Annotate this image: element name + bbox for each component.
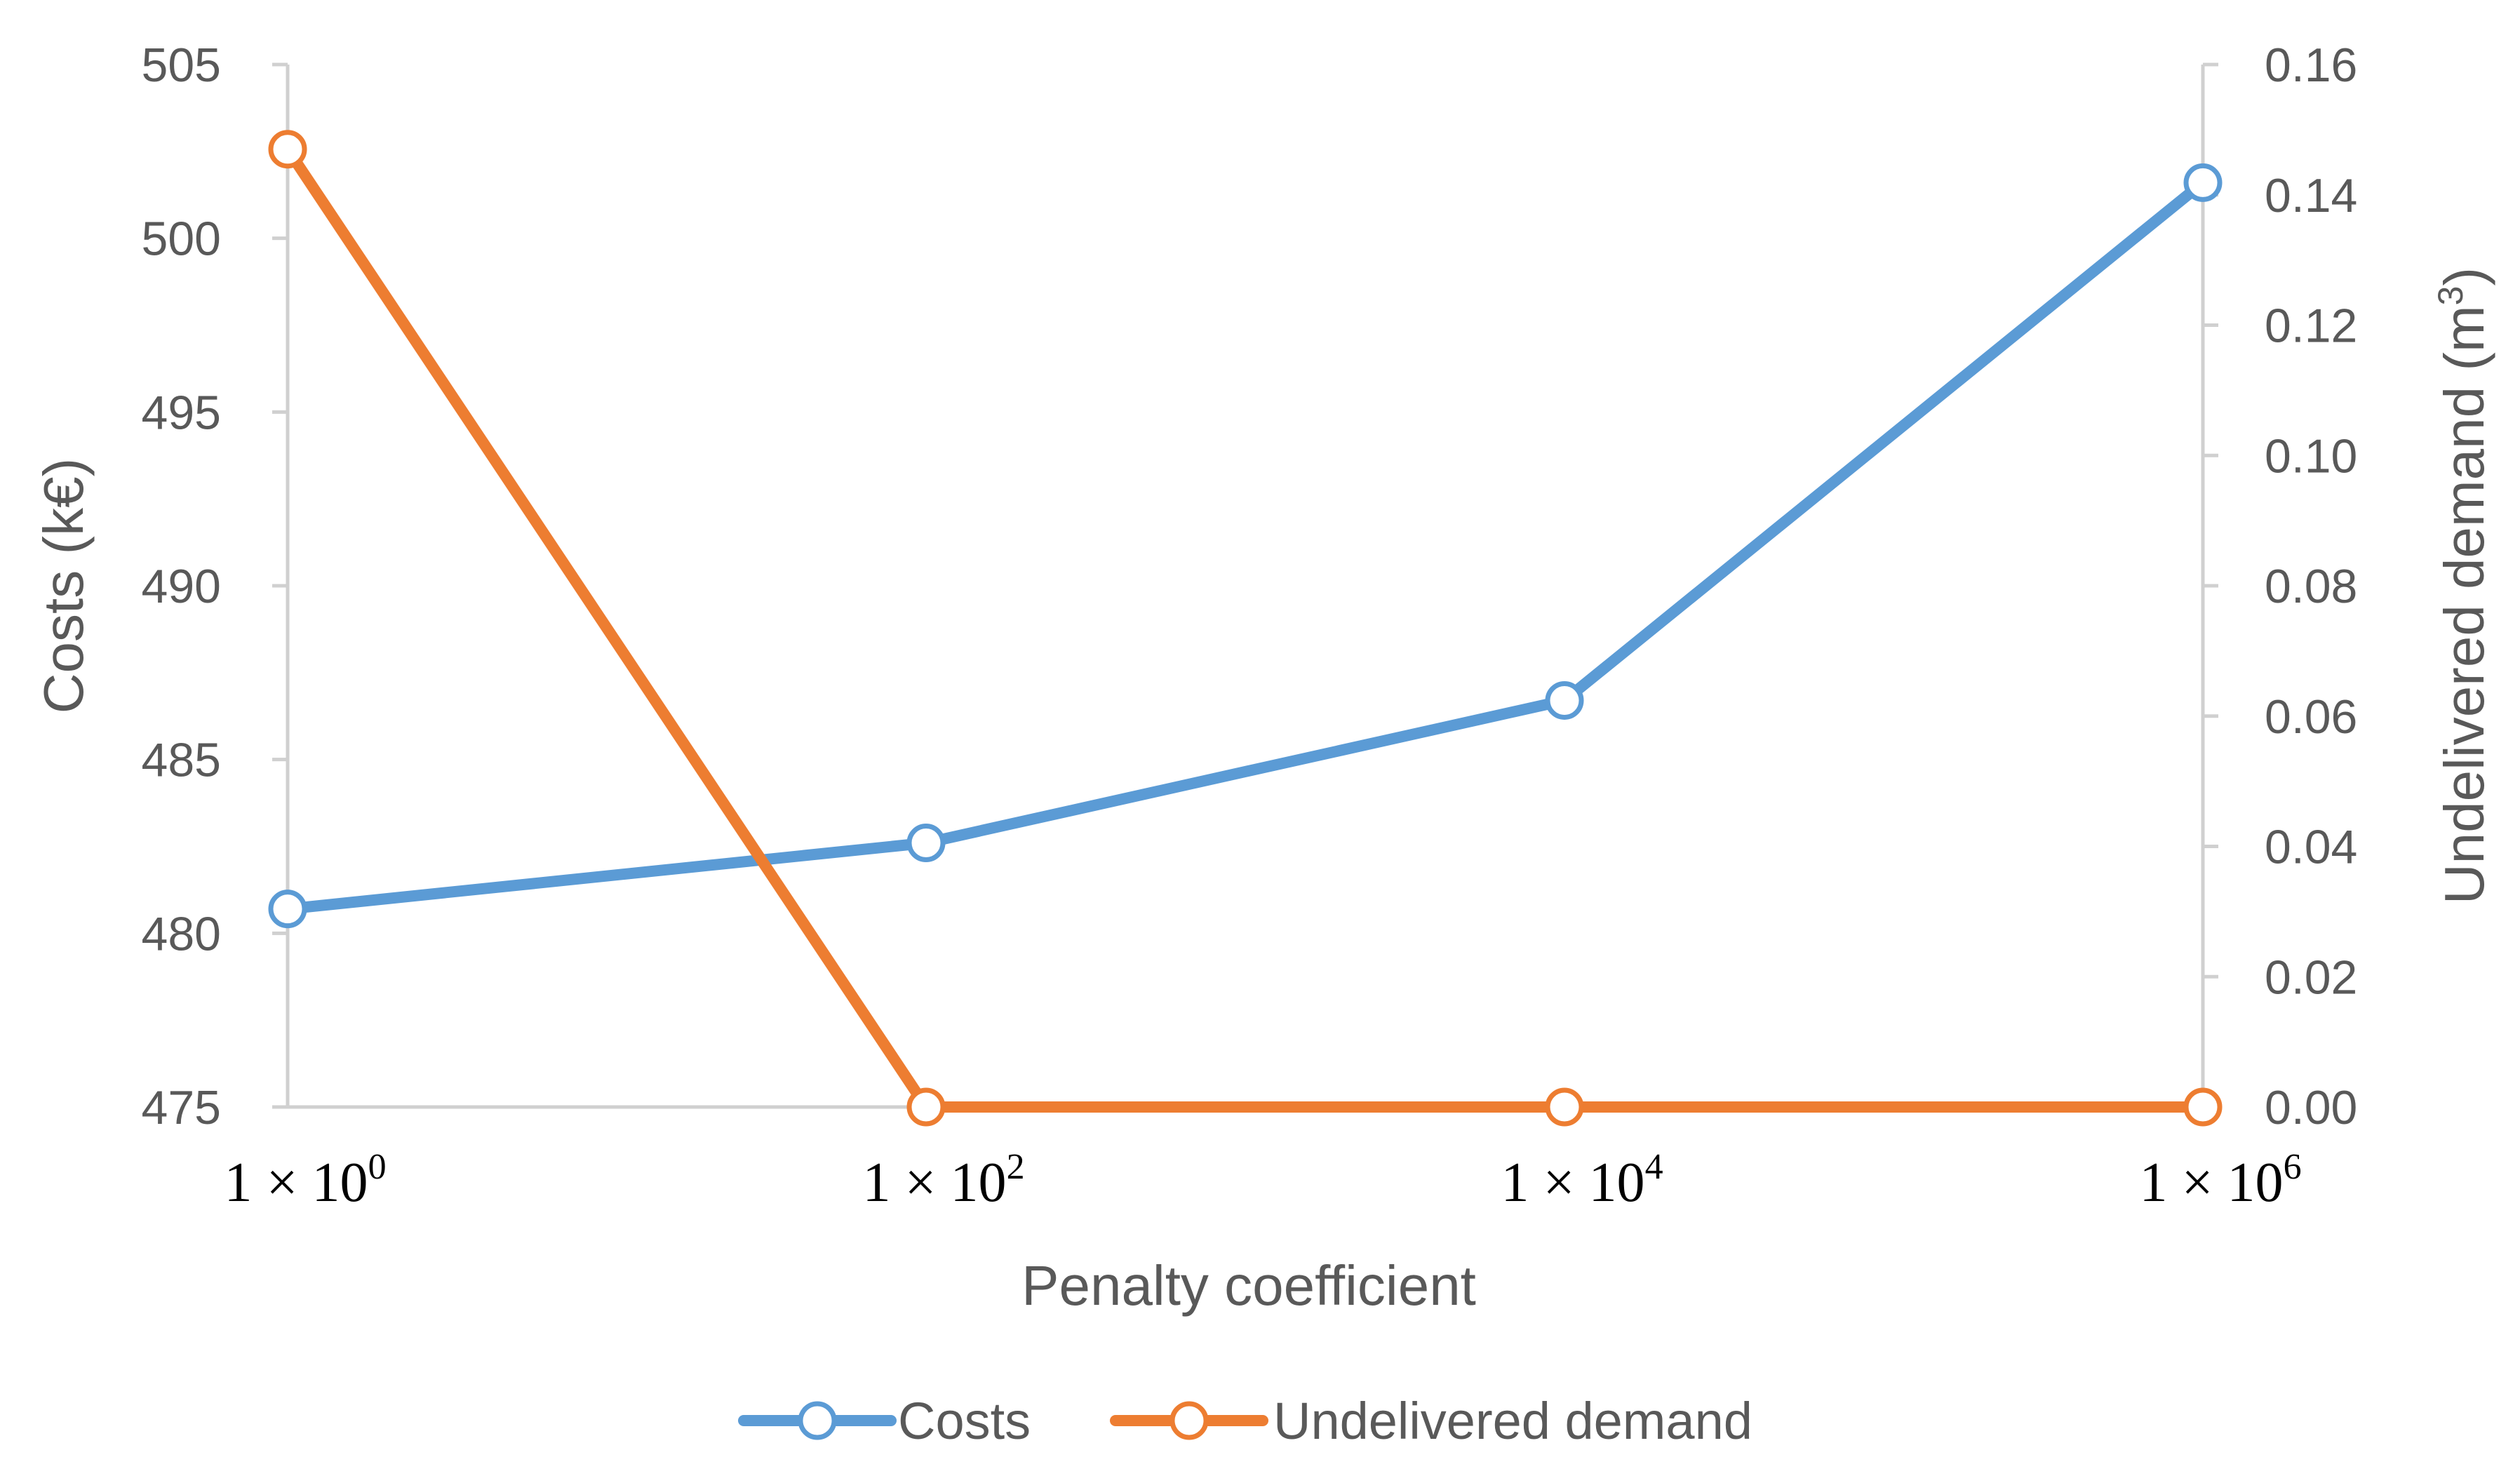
left-axis-tick-label: 485 (142, 734, 221, 787)
data-point-costs (1545, 680, 1584, 720)
right-axis-tick-label: 0.06 (2265, 690, 2357, 744)
left-axis-title: Costs (k€) (32, 458, 95, 714)
right-axis-tick-label: 0.02 (2265, 951, 2357, 1004)
legend-swatch-marker-costs (798, 1401, 837, 1440)
data-point-undelivered-demand (906, 1087, 946, 1127)
series-line-costs (282, 177, 2209, 915)
x-tick-exponent: 0 (368, 1147, 387, 1187)
right-axis-tick-label: 0.08 (2265, 560, 2357, 613)
right-axis-tick-label: 0.12 (2265, 300, 2357, 353)
right-axis-tick-label: 0.10 (2265, 429, 2357, 483)
right-axis-title-superscript: 3 (2431, 286, 2470, 306)
right-axis-tick-label: 0.14 (2265, 169, 2357, 222)
right-axis-tick-label: 0.16 (2265, 39, 2357, 92)
right-axis-title-close: ) (2433, 267, 2495, 286)
left-axis-tick-label: 480 (142, 907, 221, 960)
left-axis-tick-label: 475 (142, 1081, 221, 1134)
x-tick-base: 1 × 10 (2139, 1152, 2283, 1214)
series-points (268, 130, 2223, 1127)
x-tick-base: 1 × 10 (224, 1152, 368, 1214)
left-axis-tick-labels: 475 480 485 490 495 500 505 (142, 39, 221, 1134)
x-axis-tick-label: 1 × 106 (2139, 1147, 2301, 1214)
right-axis-tick-label: 0.00 (2265, 1081, 2357, 1134)
data-point-costs (906, 824, 946, 863)
data-point-costs (268, 890, 307, 929)
x-axis-tick-label: 1 × 100 (224, 1147, 386, 1214)
left-axis-tick-label: 490 (142, 560, 221, 613)
data-point-costs (2183, 163, 2223, 202)
axes (272, 62, 2218, 1109)
left-axis-tick-label: 495 (142, 386, 221, 439)
left-axis-tick-label: 505 (142, 39, 221, 92)
x-tick-base: 1 × 10 (862, 1152, 1006, 1214)
left-axis-tick-label: 500 (142, 213, 221, 266)
right-axis-tick-label: 0.04 (2265, 821, 2357, 874)
data-point-undelivered-demand (268, 130, 307, 169)
legend-label-costs: Costs (898, 1392, 1031, 1450)
data-point-undelivered-demand (1545, 1087, 1584, 1127)
x-tick-exponent: 2 (1007, 1147, 1025, 1187)
x-axis-tick-labels: 1 × 100 1 × 102 1 × 104 1 × 106 (224, 1147, 2301, 1214)
series-line-undelivered-demand (282, 143, 2209, 1113)
right-axis-title-main: Undelivered demand (m (2433, 305, 2495, 904)
x-tick-exponent: 6 (2284, 1147, 2302, 1187)
legend-label-undelivered-demand: Undelivered demand (1273, 1392, 1752, 1450)
legend-swatch-marker-undelivered-demand (1169, 1401, 1209, 1440)
right-axis-title: Undelivered demand (m3) (2431, 267, 2495, 904)
x-tick-base: 1 × 10 (1501, 1152, 1644, 1214)
x-axis-tick-label: 1 × 102 (862, 1147, 1024, 1214)
x-tick-exponent: 4 (1645, 1147, 1663, 1187)
legend: Costs Undelivered demand (738, 1392, 1752, 1450)
right-axis-tick-labels: 0.00 0.02 0.04 0.06 0.08 0.10 0.12 0.14 0.16 (2265, 39, 2357, 1134)
x-axis-tick-label: 1 × 104 (1501, 1147, 1663, 1214)
series-lines (282, 143, 2209, 1113)
x-axis-title: Penalty coefficient (1021, 1254, 1476, 1317)
data-point-undelivered-demand (2183, 1087, 2223, 1127)
